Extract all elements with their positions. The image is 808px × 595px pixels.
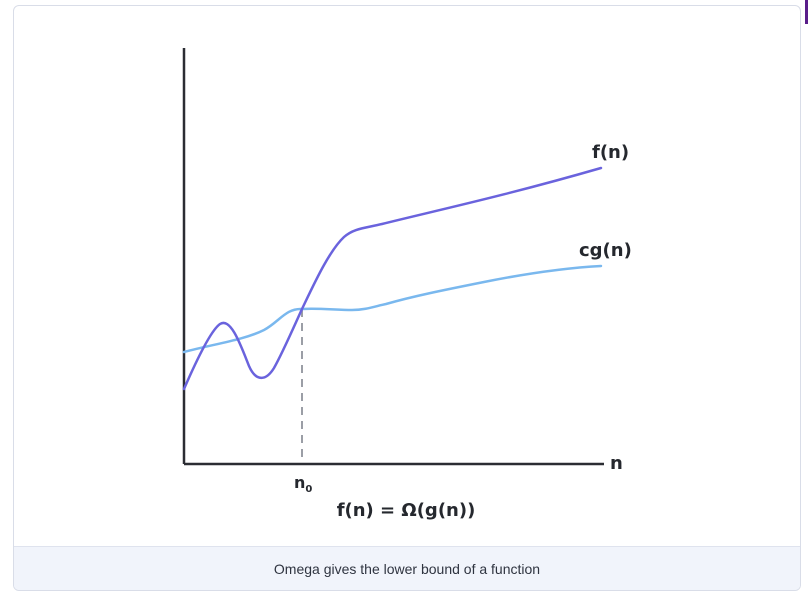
caption-text: Omega gives the lower bound of a functio… (273, 560, 541, 577)
caption-bar: Omega gives the lower bound of a functio… (14, 546, 800, 590)
x-axis-label: n (610, 453, 623, 474)
cg-curve (182, 264, 603, 354)
cg-curve-label: cg(n) (579, 240, 632, 261)
threshold-label-subscript: 0 (305, 484, 312, 495)
omega-diagram: f(n) cg(n) n n0 f(n) = Ω(g(n)) (182, 48, 632, 521)
plot-area: f(n) cg(n) n n0 f(n) = Ω(g(n)) (14, 6, 800, 549)
f-curve-label: f(n) (592, 142, 629, 163)
figure-card: f(n) cg(n) n n0 f(n) = Ω(g(n)) Omega giv… (13, 5, 801, 591)
equation-label: f(n) = Ω(g(n)) (337, 500, 476, 521)
edge-accent (805, 0, 808, 24)
f-curve (182, 166, 603, 391)
threshold-label: n0 (294, 473, 312, 495)
threshold-label-base: n (294, 473, 305, 492)
